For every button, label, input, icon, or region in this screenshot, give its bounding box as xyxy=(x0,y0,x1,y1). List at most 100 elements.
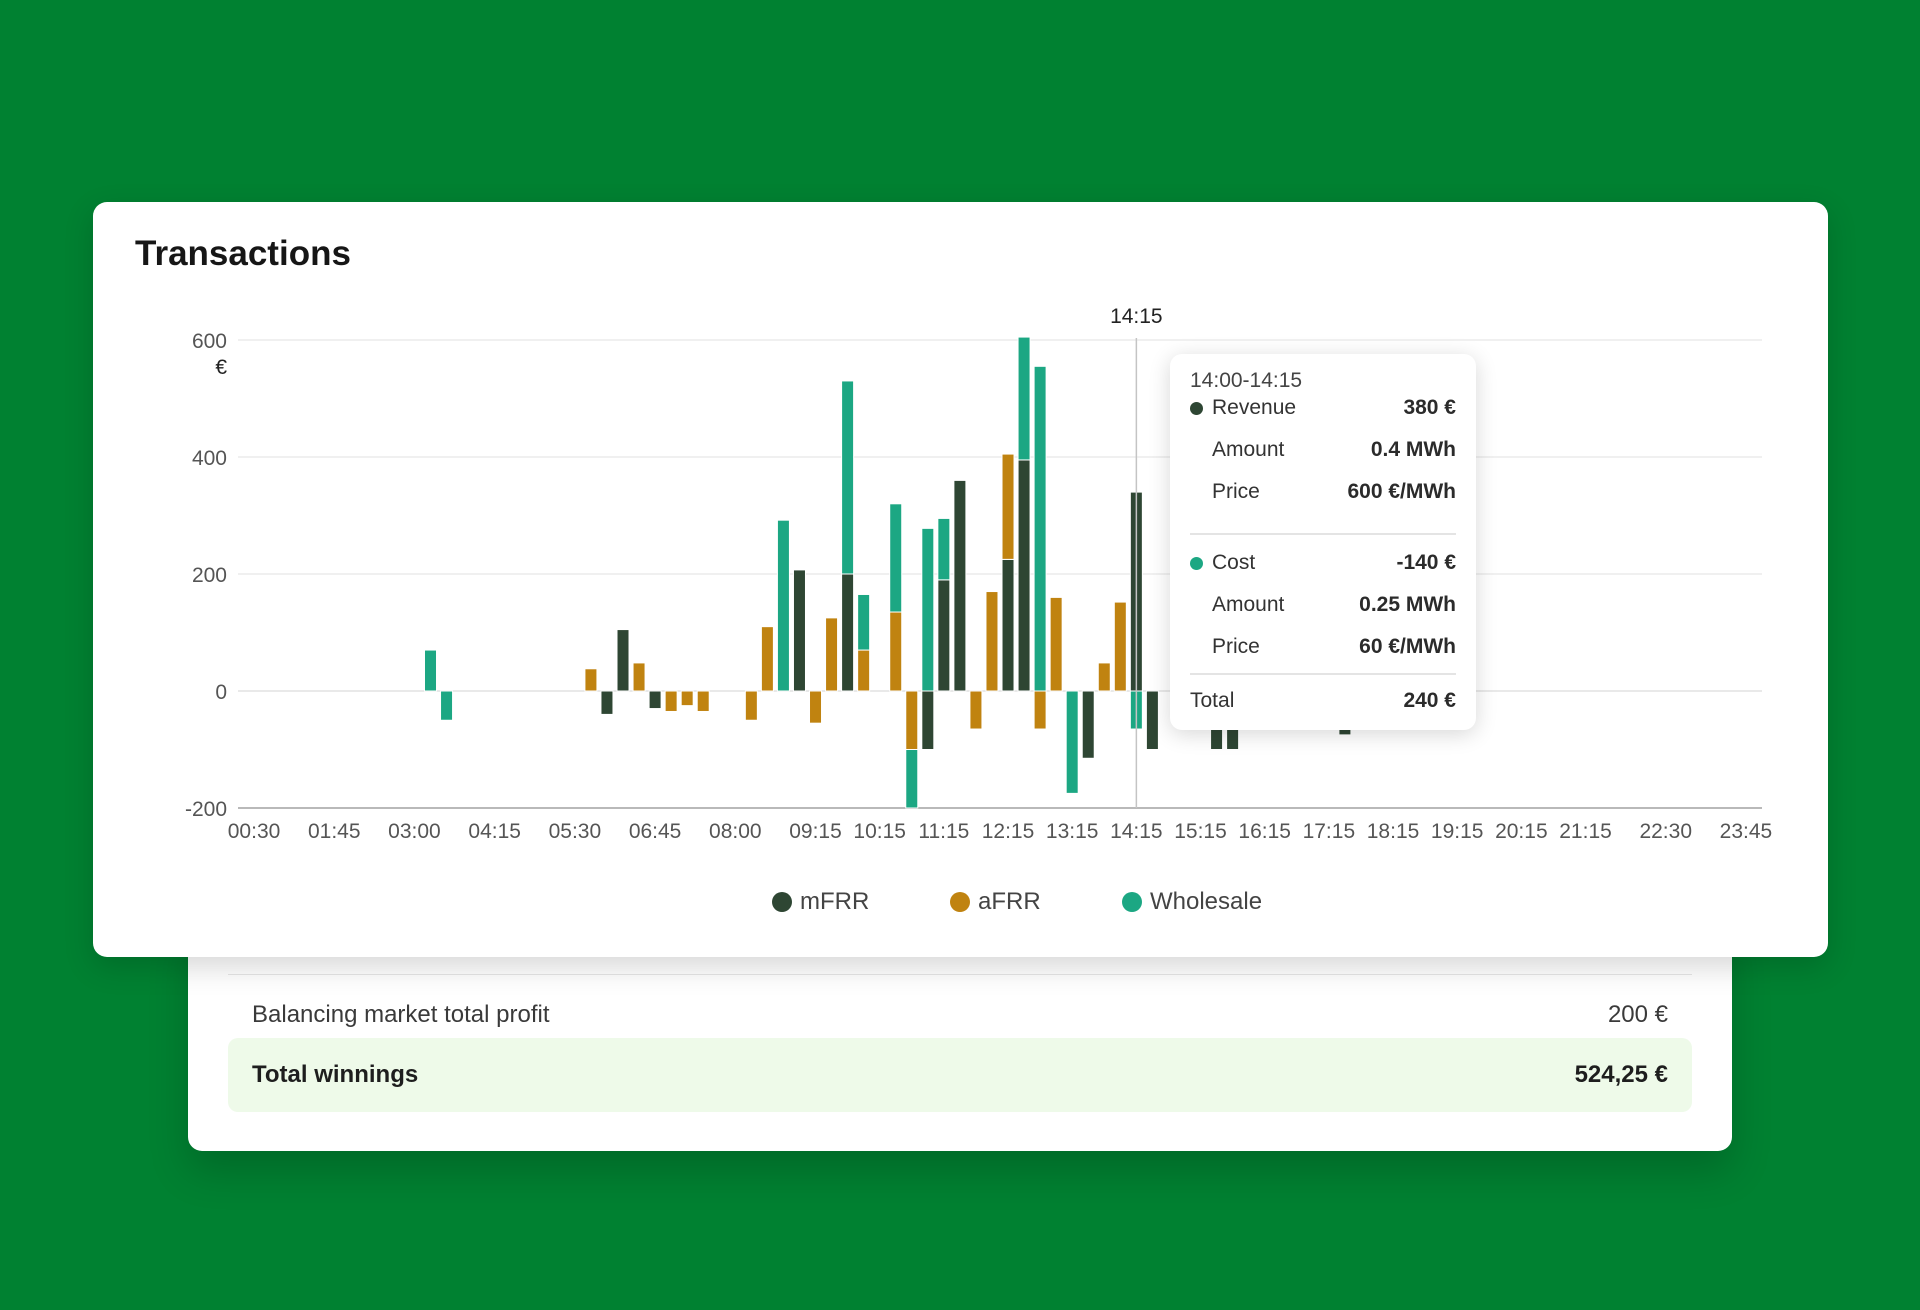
x-tick-label: 04:15 xyxy=(468,820,521,843)
bar-afrr xyxy=(969,690,983,730)
bar-mfrr xyxy=(616,629,630,692)
y-tick-label: 200 xyxy=(192,564,227,587)
tooltip-revenue-amount-value: 0.4 MWh xyxy=(1370,438,1456,461)
tooltip-cost-row: Cost -140 € xyxy=(1190,547,1456,579)
bar-mfrr xyxy=(1081,690,1095,759)
tooltip-separator xyxy=(1190,673,1456,675)
x-tick-label: 09:15 xyxy=(789,820,842,843)
tooltip-revenue-amount-label: Amount xyxy=(1212,438,1285,461)
bar-mfrr xyxy=(1145,690,1159,750)
bar-afrr xyxy=(985,591,999,692)
total-winnings-value: 524,25 € xyxy=(1574,1061,1668,1088)
bar-wholesale xyxy=(841,380,855,575)
cost-dot-icon xyxy=(1190,556,1203,570)
bar-wholesale xyxy=(889,503,903,613)
tooltip-cost-amount-label: Amount xyxy=(1212,593,1285,616)
x-tick-label: 21:15 xyxy=(1559,820,1612,843)
x-tick-label: 13:15 xyxy=(1046,820,1099,843)
bar-afrr xyxy=(825,617,839,692)
tooltip-cost-amount-value: 0.25 MWh xyxy=(1359,593,1456,616)
tooltip-total-row: Total 240 € xyxy=(1190,685,1456,717)
bar-afrr xyxy=(632,662,646,692)
tooltip-total-value: 240 € xyxy=(1403,689,1456,712)
summary-divider xyxy=(228,974,1692,975)
x-tick-label: 15:15 xyxy=(1174,820,1227,843)
x-tick-label: 00:30 xyxy=(228,820,281,843)
bar-afrr xyxy=(744,690,758,721)
y-tick-label: 400 xyxy=(192,447,227,470)
legend-item-afrr[interactable]: aFRR xyxy=(950,888,1041,916)
bar-afrr xyxy=(1049,596,1063,692)
total-winnings-label: Total winnings xyxy=(252,1061,419,1088)
bar-mfrr xyxy=(953,479,967,692)
bar-wholesale xyxy=(1065,690,1079,794)
bar-mfrr xyxy=(841,573,855,692)
x-tick-label: 05:30 xyxy=(549,820,602,843)
bar-mfrr xyxy=(600,690,614,715)
x-tick-label: 14:15 xyxy=(1110,820,1163,843)
x-tick-label: 22:30 xyxy=(1639,820,1692,843)
bar-mfrr xyxy=(1017,459,1031,692)
tooltip-time-range: 14:00-14:15 xyxy=(1190,369,1303,392)
bar-wholesale xyxy=(424,649,438,692)
bar-mfrr xyxy=(792,569,806,692)
legend-item-wholesale[interactable]: Wholesale xyxy=(1122,888,1262,916)
total-winnings-row: Total winnings 524,25 € xyxy=(228,1038,1692,1112)
x-tick-label: 20:15 xyxy=(1495,820,1548,843)
x-tick-label: 11:15 xyxy=(918,820,969,843)
legend-label-afrr: aFRR xyxy=(978,888,1041,915)
tooltip-separator xyxy=(1190,533,1456,535)
afrr-dot-icon xyxy=(950,892,970,912)
bar-wholesale xyxy=(857,593,871,651)
tooltip-revenue-price-value: 600 €/MWh xyxy=(1347,480,1456,503)
tooltip-revenue-price-label: Price xyxy=(1212,480,1260,503)
legend-label-mfrr: mFRR xyxy=(800,888,870,915)
profit-value: 200 € xyxy=(1607,1001,1668,1028)
y-tick-label: 600 xyxy=(192,330,227,353)
bar-afrr xyxy=(1001,453,1015,560)
bar-wholesale xyxy=(776,519,790,692)
hover-time-label: 14:15 xyxy=(1110,305,1163,328)
x-tick-label: 23:45 xyxy=(1720,820,1773,843)
x-tick-label: 17:15 xyxy=(1303,820,1356,843)
y-tick-label: 0 xyxy=(215,681,227,704)
bar-afrr xyxy=(857,649,871,692)
tooltip-cost-price-row: Price 60 €/MWh xyxy=(1190,631,1456,663)
x-tick-label: 10:15 xyxy=(853,820,906,843)
bar-wholesale xyxy=(1017,336,1031,461)
y-axis-unit-label: € xyxy=(215,356,227,379)
bar-wholesale xyxy=(921,527,935,692)
x-tick-label: 19:15 xyxy=(1431,820,1484,843)
tooltip-cost-price-value: 60 €/MWh xyxy=(1359,635,1456,658)
bar-afrr xyxy=(1113,601,1127,692)
x-tick-label: 16:15 xyxy=(1238,820,1291,843)
bar-afrr xyxy=(760,626,774,692)
tooltip-revenue-row: Revenue 380 € xyxy=(1190,392,1456,424)
bar-afrr xyxy=(1097,662,1111,692)
tooltip-revenue-amount-row: Amount 0.4 MWh xyxy=(1190,434,1456,466)
bar-wholesale xyxy=(440,690,454,721)
profit-label: Balancing market total profit xyxy=(252,1001,550,1028)
chart-tooltip: 14:00-14:15 Revenue 380 € Amount 0.4 MWh… xyxy=(1170,354,1476,730)
bar-afrr xyxy=(584,668,598,692)
tooltip-cost-value: -140 € xyxy=(1396,551,1456,574)
legend-label-wholesale: Wholesale xyxy=(1150,888,1263,915)
bar-wholesale xyxy=(1033,365,1047,692)
bar-afrr xyxy=(889,611,903,692)
x-tick-label: 01:45 xyxy=(308,820,361,843)
x-tick-label: 06:45 xyxy=(629,820,682,843)
profit-row: Balancing market total profit 200 € xyxy=(228,988,1692,1042)
bar-mfrr xyxy=(921,690,935,750)
tooltip-revenue-value: 380 € xyxy=(1403,396,1456,419)
transactions-card: Transactions 600 400 200 0 -200 €00:30 01:45 03… xyxy=(93,202,1828,957)
mfrr-dot-icon xyxy=(772,892,792,912)
tooltip-cost-price-label: Price xyxy=(1212,635,1260,658)
x-tick-label: 12:15 xyxy=(982,820,1035,843)
chart-title: Transactions xyxy=(135,234,351,273)
legend-item-mfrr[interactable]: mFRR xyxy=(772,888,869,916)
summary-card: Balancing market total profit 200 € Tota… xyxy=(188,920,1732,1151)
x-tick-label: 18:15 xyxy=(1367,820,1420,843)
x-tick-label: 08:00 xyxy=(709,820,762,843)
transactions-chart[interactable]: 600 400 200 0 -200 €00:30 01:45 03:00 04:15 05:30… xyxy=(93,202,1828,882)
tooltip-cost-amount-row: Amount 0.25 MWh xyxy=(1190,589,1456,621)
